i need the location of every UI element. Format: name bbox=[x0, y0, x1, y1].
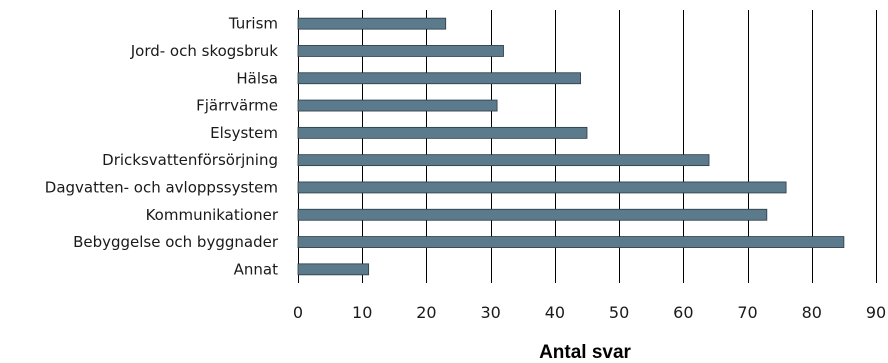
category-label: Bebyggelse och byggnader bbox=[73, 233, 279, 251]
x-tick-label: 0 bbox=[293, 303, 303, 322]
x-tick-label: 40 bbox=[545, 303, 565, 322]
category-label: Turism bbox=[228, 15, 278, 33]
x-tick-label: 80 bbox=[802, 303, 822, 322]
x-tick-labels: 0 10 20 30 40 50 60 70 80 90 bbox=[293, 303, 886, 322]
x-tick-label: 10 bbox=[352, 303, 372, 322]
x-tick-label: 50 bbox=[609, 303, 629, 322]
x-tick-label: 30 bbox=[480, 303, 500, 322]
bar-4 bbox=[297, 126, 588, 139]
bar-0 bbox=[297, 17, 447, 30]
category-label: Fjärrvärme bbox=[196, 97, 278, 115]
x-tick-label: 90 bbox=[866, 303, 886, 322]
category-label: Annat bbox=[234, 260, 278, 278]
category-label: Kommunikationer bbox=[146, 206, 279, 224]
x-tick-label: 20 bbox=[416, 303, 436, 322]
category-labels: Turism Jord- och skogsbruk Hälsa Fjärrvärme… bbox=[45, 15, 279, 279]
bar-3 bbox=[297, 99, 498, 112]
category-label: Elsystem bbox=[210, 124, 278, 142]
category-label: Jord- och skogsbruk bbox=[130, 42, 279, 60]
bar-5 bbox=[297, 154, 710, 167]
x-tick-label: 60 bbox=[673, 303, 693, 322]
bar-9 bbox=[297, 263, 370, 276]
x-tick-label: 70 bbox=[737, 303, 757, 322]
bar-6 bbox=[297, 181, 787, 194]
bar-1 bbox=[297, 45, 504, 57]
x-axis-title: Antal svar bbox=[539, 342, 631, 363]
category-label: Dricksvattenförsörjning bbox=[102, 151, 278, 169]
category-label: Hälsa bbox=[236, 69, 278, 87]
category-label: Dagvatten- och avloppssystem bbox=[45, 178, 278, 196]
bar-7 bbox=[297, 208, 768, 221]
bar-2 bbox=[297, 72, 581, 85]
bars bbox=[297, 17, 845, 276]
bar-8 bbox=[297, 236, 845, 248]
